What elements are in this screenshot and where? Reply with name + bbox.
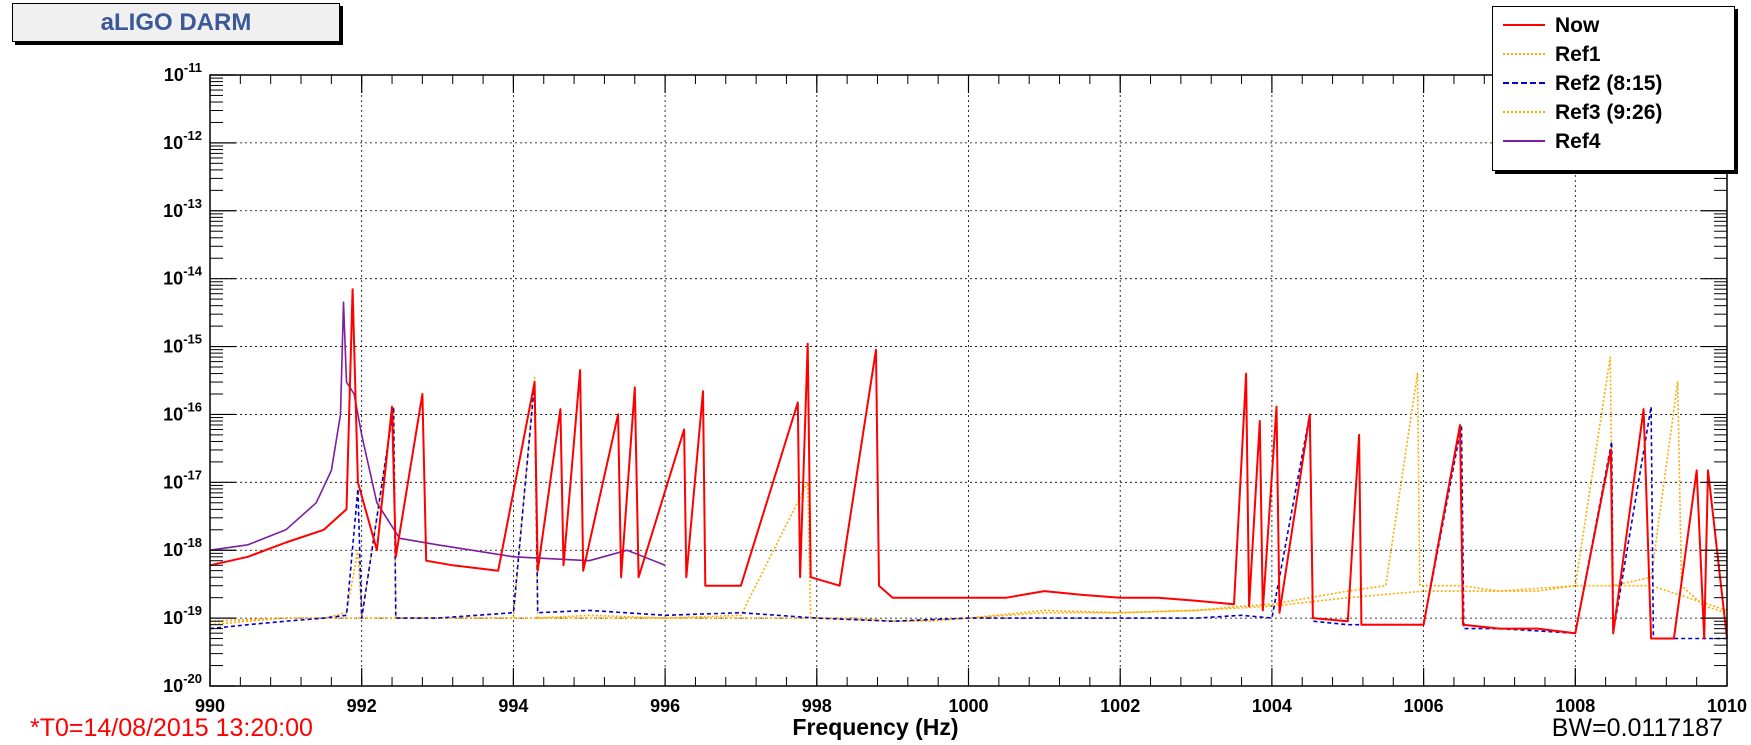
legend-entry: Ref3 (9:26): [1493, 96, 1734, 128]
x-tick-labels: 990 992 994 996 998 1000 1002 1004 1006 1008 1010: [195, 696, 1747, 716]
legend-label: Ref4: [1555, 130, 1601, 153]
legend: Now Ref1 Ref2 (8:15) Ref3 (9:26) Ref4: [1492, 6, 1735, 171]
y-tick-label: 10-17: [163, 467, 202, 492]
y-tick-labels: 10-20 10-19 10-18 10-17 10-16 10-15 10-14 10-13…: [163, 60, 203, 696]
legend-swatch: [1503, 82, 1545, 84]
legend-entry: Now: [1493, 9, 1734, 41]
legend-label: Now: [1555, 14, 1600, 37]
y-tick-label: 10-16: [163, 399, 202, 424]
y-tick-label: 10-12: [163, 128, 202, 153]
y-tick-label: 10-15: [163, 332, 202, 357]
plot-title: aLIGO DARM: [12, 3, 340, 42]
x-axis-label: Frequency (Hz): [792, 714, 959, 740]
x-tick-label: 1008: [1555, 696, 1595, 716]
x-tick-label: 990: [195, 696, 225, 716]
series-layer: [209, 288, 1728, 640]
x-tick-label: 998: [802, 696, 832, 716]
legend-swatch: [1503, 24, 1545, 26]
x-tick-label: 992: [347, 696, 377, 716]
legend-label: Ref2 (8:15): [1555, 72, 1663, 95]
legend-entry: Ref2 (8:15): [1493, 67, 1734, 99]
y-tick-label: 10-18: [163, 535, 202, 560]
x-tick-label: 1006: [1404, 696, 1444, 716]
legend-label: Ref1: [1555, 43, 1601, 66]
y-tick-label: 10-13: [163, 196, 202, 221]
legend-entry: Ref1: [1493, 38, 1734, 70]
x-tick-label: 1010: [1707, 696, 1747, 716]
y-tick-label: 10-20: [163, 671, 202, 696]
x-tick-label: 1002: [1100, 696, 1140, 716]
plot-grid: [210, 75, 1727, 686]
bandwidth-label: BW=0.0117187: [1551, 714, 1723, 742]
legend-swatch: [1503, 111, 1545, 113]
series-line-4: [209, 301, 666, 567]
series-line-0: [209, 288, 1728, 640]
y-tick-label: 10-14: [163, 264, 203, 289]
x-tick-label: 994: [498, 696, 528, 716]
x-tick-label: 1004: [1252, 696, 1292, 716]
legend-label: Ref3 (9:26): [1555, 101, 1663, 124]
legend-swatch: [1503, 53, 1545, 55]
t0-timestamp: *T0=14/08/2015 13:20:00: [30, 714, 313, 742]
x-tick-label: 996: [650, 696, 680, 716]
y-tick-label: 10-19: [163, 603, 202, 628]
legend-entry: Ref4: [1493, 125, 1734, 157]
y-tick-label: 10-11: [164, 60, 202, 85]
x-tick-label: 1000: [948, 696, 988, 716]
legend-swatch: [1503, 140, 1545, 142]
